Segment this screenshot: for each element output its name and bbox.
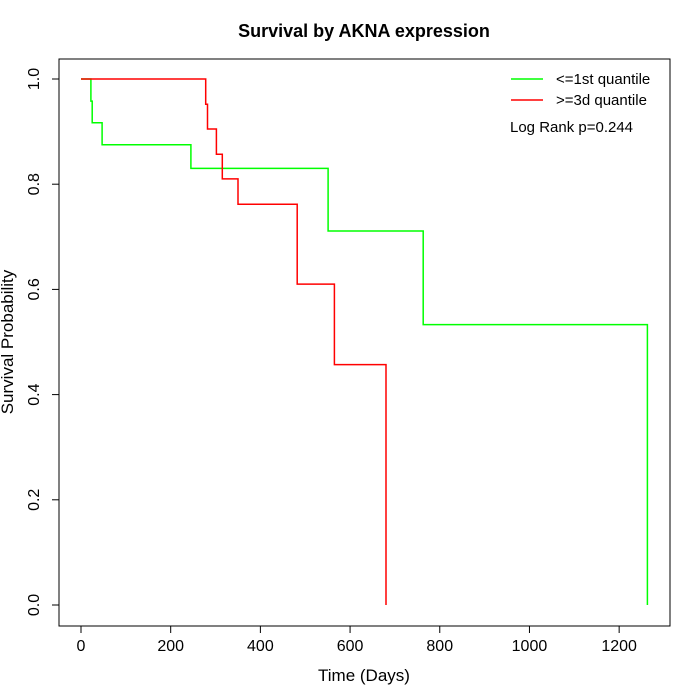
x-axis: 0 200 400 600 800 1000 1200 xyxy=(77,625,637,655)
log-rank-annotation: Log Rank p=0.244 xyxy=(510,119,633,136)
legend: <=1st quantile >=3d quantile xyxy=(511,71,650,109)
legend-label: <=1st quantile xyxy=(556,71,650,88)
series-line-2 xyxy=(81,78,387,605)
y-axis: 0.0 0.2 0.4 0.6 0.8 1.0 xyxy=(26,68,60,616)
y-tick-label: 0.2 xyxy=(26,489,43,511)
y-tick-label: 0.8 xyxy=(26,173,43,195)
x-tick-label: 1000 xyxy=(512,638,548,655)
y-tick-label: 0.6 xyxy=(26,278,43,300)
x-tick-label: 600 xyxy=(337,638,364,655)
x-tick-label: 200 xyxy=(157,638,184,655)
x-tick-label: 800 xyxy=(426,638,453,655)
y-axis-label: Survival Probability xyxy=(0,269,17,414)
y-tick-label: 0.4 xyxy=(26,383,43,405)
series-line-1 xyxy=(81,78,649,605)
x-tick-label: 0 xyxy=(77,638,86,655)
y-tick-label: 0.0 xyxy=(26,594,43,616)
x-axis-label: Time (Days) xyxy=(318,666,410,685)
y-tick-label: 1.0 xyxy=(26,68,43,90)
chart-title: Survival by AKNA expression xyxy=(238,21,490,41)
legend-label: >=3d quantile xyxy=(556,92,647,109)
x-tick-label: 1200 xyxy=(601,638,637,655)
series-layer xyxy=(81,78,649,605)
x-tick-label: 400 xyxy=(247,638,274,655)
